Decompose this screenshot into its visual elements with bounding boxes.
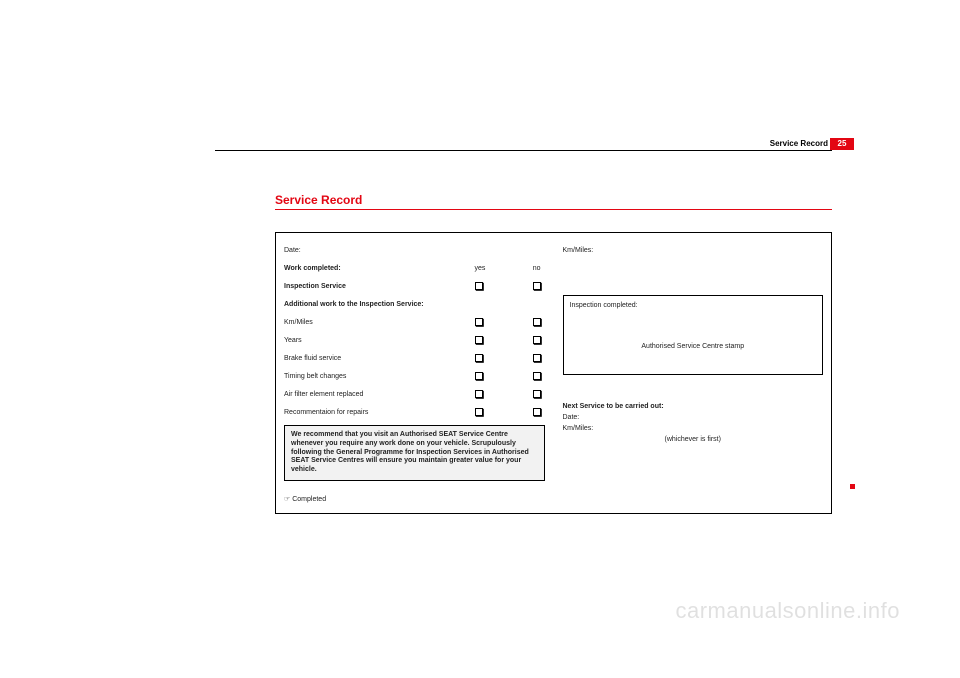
recommendation-note: We recommend that you visit an Authorise…: [284, 425, 545, 481]
title-rule: [275, 209, 832, 210]
checkbox-icon[interactable]: [475, 372, 483, 380]
end-marker-icon: [850, 484, 855, 489]
date-label: Date:: [284, 247, 545, 254]
header-rule: [215, 150, 832, 151]
whichever-label: (whichever is first): [563, 436, 824, 443]
brake-fluid-label: Brake fluid service: [284, 355, 475, 362]
next-service-label: Next Service to be carried out:: [563, 403, 824, 410]
checkbox-icon[interactable]: [475, 318, 483, 326]
stamp-box: Inspection completed: Authorised Service…: [563, 295, 824, 375]
left-column: Date: Work completed: yes no Inspection …: [284, 241, 545, 503]
checkbox-icon[interactable]: [533, 282, 541, 290]
right-column: Km/Miles: Inspection completed: Authoris…: [563, 241, 824, 503]
content-box: Date: Work completed: yes no Inspection …: [275, 232, 832, 514]
checkbox-icon[interactable]: [475, 408, 483, 416]
checkbox-icon[interactable]: [533, 372, 541, 380]
checkbox-icon[interactable]: [475, 282, 483, 290]
next-date-label: Date:: [563, 414, 824, 421]
next-km-miles-label: Km/Miles:: [563, 425, 824, 432]
checkbox-icon[interactable]: [533, 354, 541, 362]
checkbox-icon[interactable]: [533, 390, 541, 398]
checkbox-icon[interactable]: [475, 354, 483, 362]
stamp-label: Authorised Service Centre stamp: [570, 343, 817, 350]
page-number: 25: [830, 138, 854, 150]
page: Service Record 25 Service Record Date: W…: [0, 0, 960, 678]
checkbox-icon[interactable]: [533, 408, 541, 416]
inspection-service-label: Inspection Service: [284, 283, 475, 290]
years-label: Years: [284, 337, 475, 344]
checkbox-icon[interactable]: [475, 390, 483, 398]
watermark: carmanualsonline.info: [675, 598, 900, 624]
page-title: Service Record: [275, 193, 362, 207]
checkbox-icon[interactable]: [533, 318, 541, 326]
hand-icon: ☞: [284, 496, 290, 503]
checkbox-icon[interactable]: [475, 336, 483, 344]
yes-header: yes: [475, 265, 486, 272]
completed-legend: ☞ Completed: [284, 495, 545, 503]
recommentaion-label: Recommentaion for repairs: [284, 409, 475, 416]
km-miles-label: Km/Miles: [284, 319, 475, 326]
timing-belt-label: Timing belt changes: [284, 373, 475, 380]
inspection-completed-label: Inspection completed:: [570, 302, 817, 309]
km-miles-top-label: Km/Miles:: [563, 247, 824, 254]
no-header: no: [533, 265, 541, 272]
header-label: Service Record: [770, 139, 828, 148]
checkbox-icon[interactable]: [533, 336, 541, 344]
work-completed-label: Work completed:: [284, 265, 475, 272]
completed-label: Completed: [292, 496, 326, 503]
air-filter-label: Air filter element replaced: [284, 391, 475, 398]
additional-work-label: Additional work to the Inspection Servic…: [284, 301, 545, 308]
